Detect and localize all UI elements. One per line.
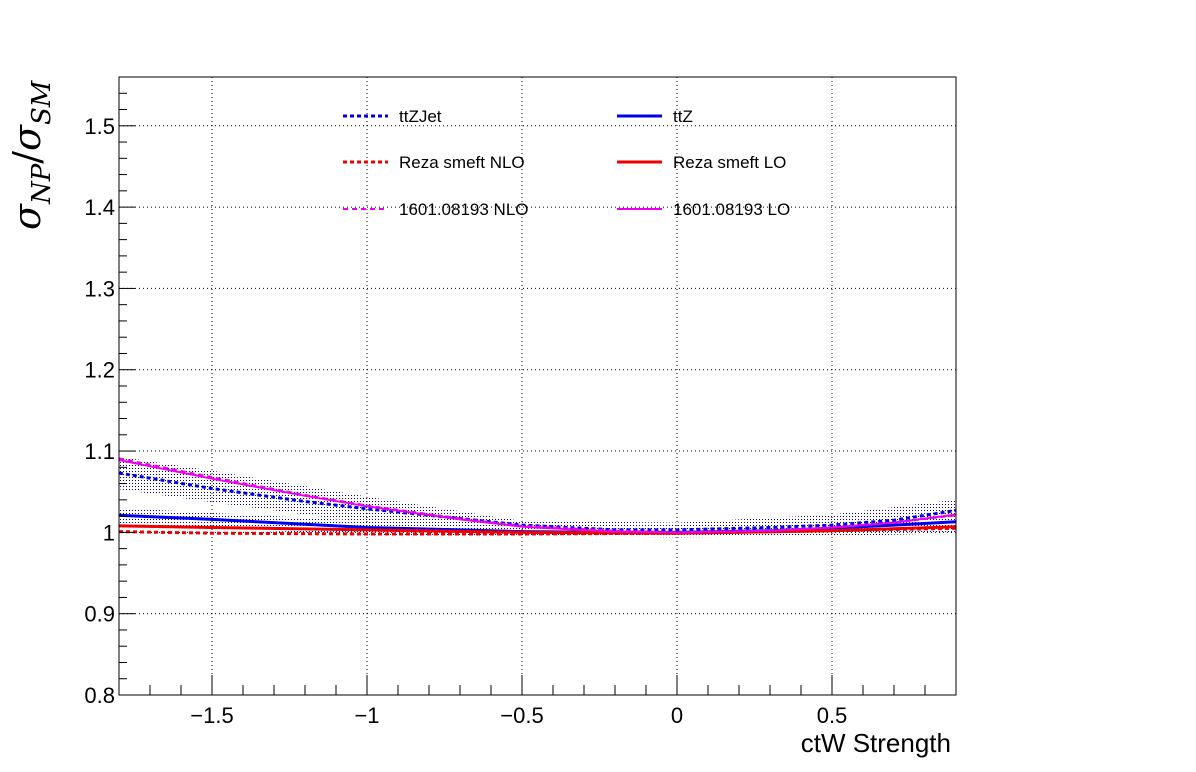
y-axis-title-den-sub: SM — [27, 79, 57, 125]
legend: ttZJet ttZ Reza smeft NLO Reza smeft LO 1601… — [343, 107, 790, 219]
legend-label: 1601.08193 LO — [673, 200, 790, 219]
y-tick-label: 1.2 — [84, 358, 115, 383]
legend-label: 1601.08193 NLO — [399, 200, 529, 219]
legend-label: Reza smeft LO — [673, 153, 786, 172]
y-tick-label: 1 — [103, 520, 115, 545]
plot-frame — [118, 76, 957, 696]
series-line — [118, 526, 957, 536]
x-tick-label: 0 — [671, 703, 683, 728]
series-lines — [118, 457, 957, 536]
y-tick-label: 1.4 — [84, 195, 115, 220]
svg-text:σNP/σSM: σNP/σSM — [5, 79, 57, 230]
y-tick-label: 0.8 — [84, 683, 115, 708]
y-tick-label: 1.3 — [84, 276, 115, 301]
y-tick-label: 1.5 — [84, 114, 115, 139]
y-axis-title-slash: / — [5, 151, 49, 164]
x-tick-label: 0.5 — [817, 703, 848, 728]
y-axis-title-num-sub: NP — [27, 163, 57, 205]
y-axis-title-sigma-den: σ — [5, 124, 49, 151]
x-axis-title: ctW Strength — [801, 728, 951, 758]
x-tick-label: −0.5 — [500, 703, 543, 728]
legend-label: ttZ — [673, 107, 693, 126]
series-line — [118, 459, 957, 534]
x-tick-label: −1 — [354, 703, 379, 728]
y-axis-title-sigma: σ — [5, 203, 49, 230]
legend-label: Reza smeft NLO — [399, 153, 525, 172]
x-tick-label: −1.5 — [190, 703, 233, 728]
y-tick-label: 0.9 — [84, 602, 115, 627]
legend-label: ttZJet — [399, 107, 442, 126]
axis-ticks: −1.5 −1 −0.5 0 0.5 0.8 0.9 1 1.1 1.2 1.3 1.4 1.5 — [84, 76, 957, 728]
uncertainty-band — [119, 456, 956, 538]
y-tick-label: 1.1 — [84, 439, 115, 464]
grid — [119, 77, 956, 696]
y-axis-title: σNP/σSM — [5, 79, 57, 230]
series-line — [118, 524, 957, 535]
